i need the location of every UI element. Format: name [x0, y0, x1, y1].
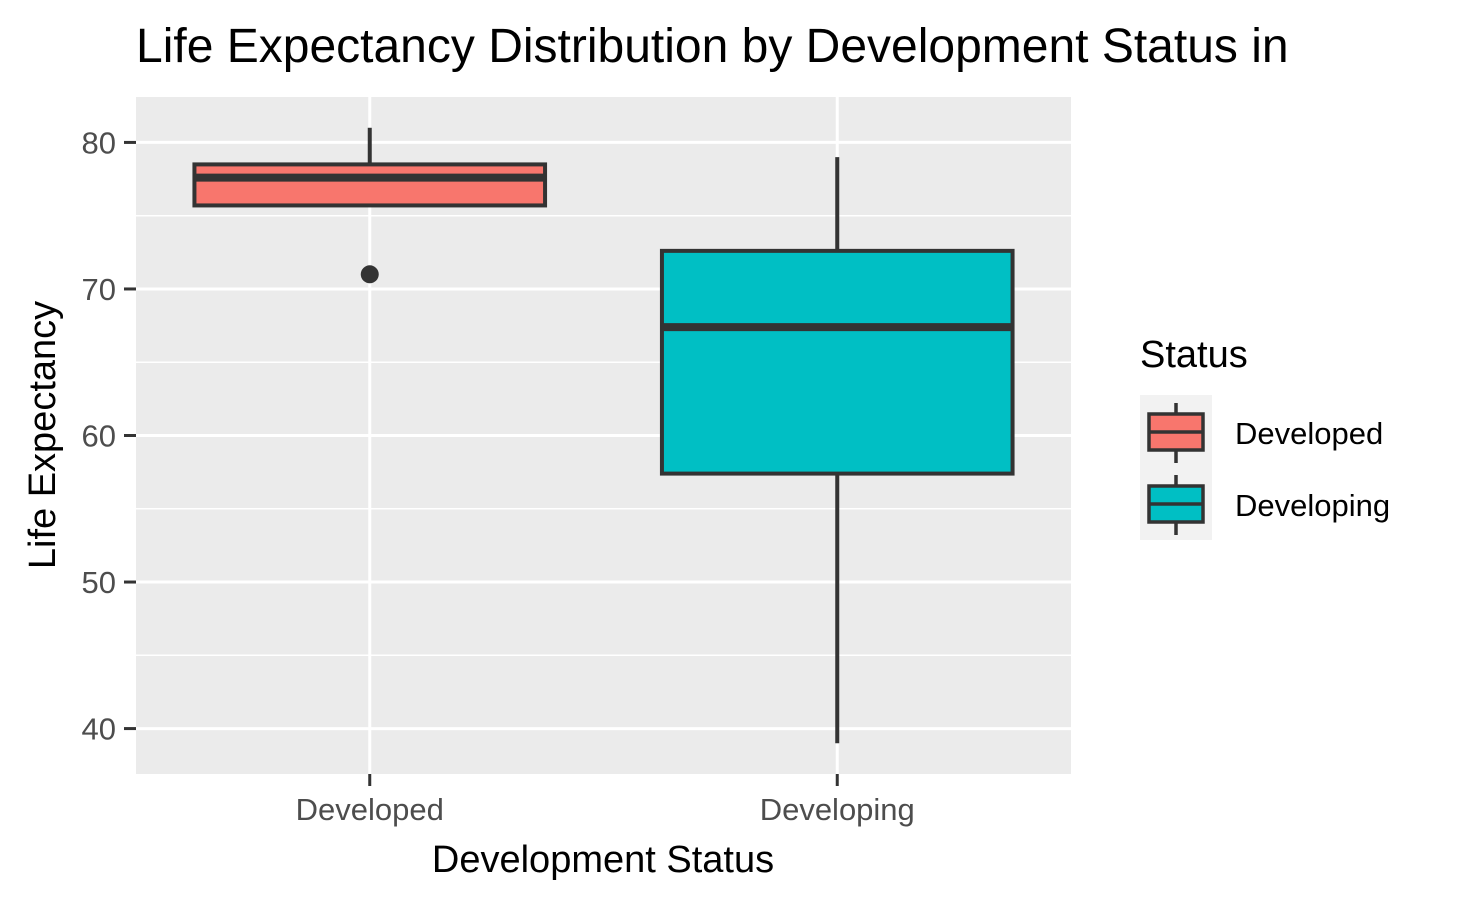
axes: 40 50 60 70 80 Developed Developing — [82, 125, 915, 827]
legend-keys — [1147, 403, 1205, 535]
box-developed — [192, 162, 548, 208]
y-tick-label: 50 — [82, 565, 116, 600]
y-axis-title: Life Expectancy — [22, 301, 64, 569]
y-tick-label: 60 — [82, 419, 116, 454]
legend: Status Developed Developing — [1140, 334, 1390, 540]
x-tick-label: Developing — [760, 792, 915, 827]
x-axis-title: Development Status — [432, 839, 774, 881]
y-tick-label: 80 — [82, 125, 116, 160]
outlier-point-developed — [360, 265, 379, 284]
legend-title: Status — [1140, 334, 1248, 376]
box-layer — [192, 127, 1015, 744]
y-tick-label: 70 — [82, 272, 116, 307]
chart-title: Life Expectancy Distribution by Developm… — [136, 20, 1289, 73]
y-tick-label: 40 — [82, 712, 116, 747]
legend-label-developing: Developing — [1235, 488, 1390, 523]
legend-label-developed: Developed — [1235, 416, 1383, 451]
x-tick-label: Developed — [296, 792, 444, 827]
box-developing — [659, 248, 1015, 476]
